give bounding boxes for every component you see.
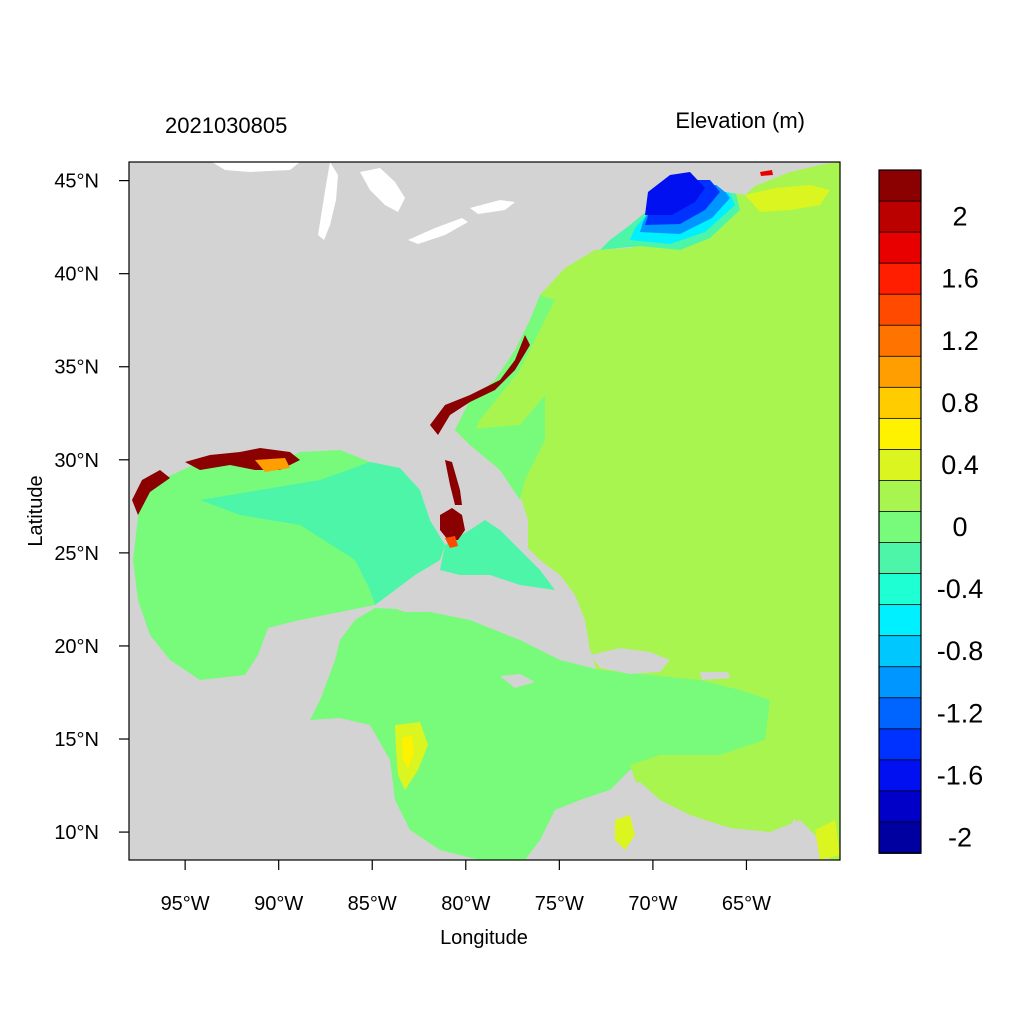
- caribbean-sea: [310, 608, 770, 860]
- lake-erie: [408, 218, 468, 244]
- map-panel: [128, 161, 841, 861]
- colorbar-label: -1.2: [937, 698, 984, 728]
- south-florida-surge: [440, 508, 465, 540]
- x-tick-label: 80°W: [441, 893, 490, 915]
- lake-superior: [212, 162, 300, 172]
- y-tick-label: 40°N: [54, 264, 99, 286]
- florida-tip-surge: [445, 536, 458, 548]
- colorbar-swatch: [878, 417, 922, 451]
- florida-east-coast-surge: [445, 460, 462, 505]
- nova-scotia: [690, 168, 762, 195]
- y-tick-label: 25°N: [54, 543, 99, 565]
- colorbar-swatch: [878, 821, 922, 854]
- texas-coast-surge: [132, 470, 170, 515]
- gulf-of-maine-anomaly: [600, 172, 740, 250]
- nova-scotia-surge-red: [760, 170, 773, 176]
- x-tick-label: 75°W: [535, 893, 584, 915]
- colorbar-label: 0.4: [941, 450, 979, 480]
- florida-straits: [440, 520, 555, 590]
- colorbar-swatch: [878, 355, 922, 389]
- puerto-rico: [700, 672, 730, 680]
- x-axis: 95°W 90°W 85°W 80°W 75°W 70°W 65°W: [161, 860, 771, 915]
- gulf-of-honduras-core: [402, 736, 414, 768]
- colorbar-swatch: [878, 324, 922, 358]
- colorbar-frame: [878, 169, 922, 854]
- south-america: [540, 782, 830, 860]
- x-tick-label: 85°W: [348, 893, 397, 915]
- y-axis-label: Latitude: [25, 475, 47, 546]
- y-tick-label: 20°N: [54, 636, 99, 658]
- colorbar: [878, 169, 922, 854]
- colorbar-label: 0: [952, 512, 967, 542]
- colorbar-swatch: [878, 386, 922, 420]
- nova-scotia-coast-positive: [745, 185, 830, 212]
- y-tick-label: 15°N: [54, 729, 99, 751]
- hispaniola: [590, 648, 670, 674]
- cuba: [385, 590, 575, 645]
- colorbar-swatch: [878, 666, 922, 699]
- colorbar-swatch: [878, 635, 922, 668]
- colorbar-swatch: [878, 542, 922, 575]
- louisiana-coast-orange: [255, 458, 290, 472]
- atlantic-shelf-south: [455, 395, 545, 500]
- jamaica: [500, 674, 535, 688]
- colorbar-swatch: [878, 262, 922, 296]
- y-tick-label: 45°N: [54, 171, 99, 193]
- colorbar-swatch: [878, 511, 922, 544]
- x-axis-label: Longitude: [440, 927, 528, 949]
- y-tick-label: 30°N: [54, 450, 99, 472]
- x-tick-label: 65°W: [722, 893, 771, 915]
- colorbar-label: -2: [948, 822, 972, 852]
- eastern-gulf-negative: [200, 462, 445, 605]
- colorbar-label: 1.2: [941, 326, 979, 356]
- colorbar-swatch: [878, 728, 922, 761]
- colorbar-label: 0.8: [941, 388, 979, 418]
- colorbar-swatch: [878, 200, 922, 233]
- colorbar-swatch: [878, 169, 922, 202]
- x-tick-label: 95°W: [161, 893, 210, 915]
- colorbar-swatch: [878, 480, 922, 513]
- colorbar-swatch: [878, 573, 922, 606]
- colorbar-label: -1.6: [937, 760, 984, 790]
- colorbar-label: -0.8: [937, 636, 984, 666]
- variable-title: Elevation (m): [675, 108, 805, 133]
- lake-ontario: [470, 200, 515, 214]
- x-tick-label: 70°W: [628, 893, 677, 915]
- y-tick-label: 10°N: [54, 822, 99, 844]
- colorbar-swatch: [878, 759, 922, 792]
- atlantic-shelf: [455, 295, 555, 440]
- lake-maracaibo-positive: [615, 815, 635, 850]
- colorbar-swatch: [878, 449, 922, 482]
- map-frame: [128, 161, 841, 861]
- colorbar-swatch: [878, 697, 922, 730]
- carolina-coast-surge: [430, 335, 530, 435]
- colorbar-swatch: [878, 604, 922, 637]
- lake-huron: [360, 168, 405, 212]
- colorbar-labels: 2 1.6 1.2 0.8 0.4 0 -0.4 -0.8 -1.2 -1.6 -2: [937, 202, 984, 853]
- colorbar-label: 2: [952, 202, 967, 232]
- colorbar-swatch: [878, 231, 922, 265]
- yucatan: [265, 616, 340, 700]
- y-axis: 45°N 40°N 35°N 30°N 25°N 20°N 15°N 10°N: [54, 171, 129, 844]
- y-tick-label: 35°N: [54, 357, 99, 379]
- lake-michigan: [318, 162, 338, 240]
- colorbar-label: -0.4: [937, 574, 984, 604]
- x-tick-label: 90°W: [254, 893, 303, 915]
- colorbar-swatch: [878, 790, 922, 823]
- colorbar-label: 1.6: [941, 264, 979, 294]
- orinoco-positive: [815, 820, 840, 860]
- atlantic-ocean: [455, 162, 840, 860]
- colorbar-swatch: [878, 293, 922, 327]
- timestamp-title: 2021030805: [165, 113, 287, 138]
